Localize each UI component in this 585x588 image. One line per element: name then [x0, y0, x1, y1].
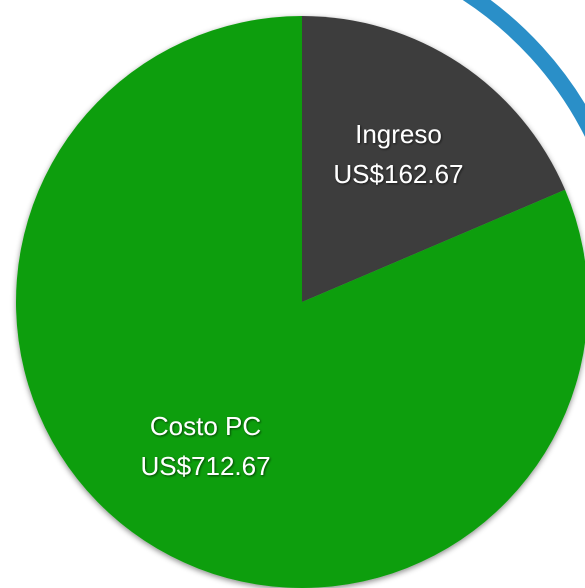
pie-slice: [16, 16, 585, 588]
decor-arc: [462, 0, 585, 138]
labels: Ingreso US$162.67 Costo PC US$712.67: [140, 119, 463, 481]
pie: [16, 16, 585, 588]
value-label: US$162.67: [333, 159, 463, 189]
slice-label: Ingreso: [355, 119, 442, 149]
slice-label: Costo PC: [150, 411, 261, 441]
value-label: US$712.67: [140, 451, 270, 481]
pie-slice: [302, 16, 566, 302]
